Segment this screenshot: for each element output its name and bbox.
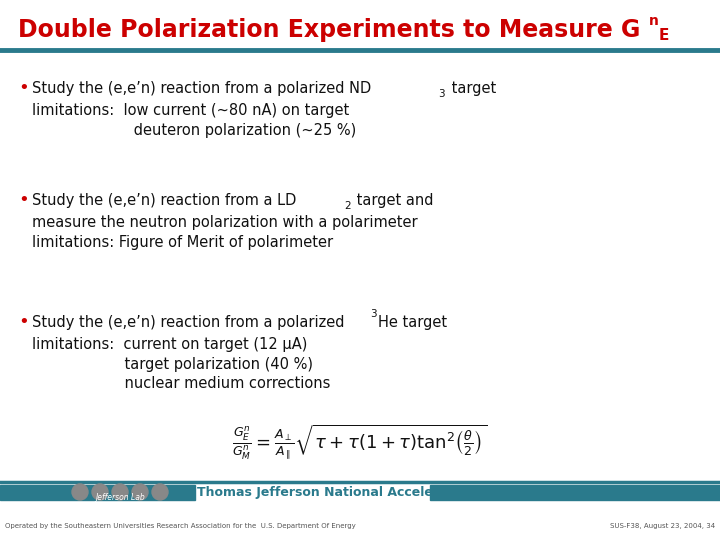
Text: 3: 3 xyxy=(438,89,445,99)
Text: 3: 3 xyxy=(370,309,377,319)
Text: •: • xyxy=(18,79,29,97)
Text: Operated by the Southeastern Universities Research Association for the  U.S. Dep: Operated by the Southeastern Universitie… xyxy=(5,523,356,529)
Bar xyxy=(430,485,720,500)
Text: target and: target and xyxy=(352,192,433,207)
Text: target: target xyxy=(447,80,496,96)
Text: limitations:  current on target (12 μA): limitations: current on target (12 μA) xyxy=(32,336,307,352)
Text: Jefferson Lab: Jefferson Lab xyxy=(95,494,145,503)
Text: limitations: Figure of Merit of polarimeter: limitations: Figure of Merit of polarime… xyxy=(32,234,333,249)
Circle shape xyxy=(112,484,128,500)
Text: Double Polarization Experiments to Measure G: Double Polarization Experiments to Measu… xyxy=(18,18,640,42)
Text: Thomas Jefferson National Accelerator Facility: Thomas Jefferson National Accelerator Fa… xyxy=(197,486,523,499)
Text: SUS-F38, August 23, 2004, 34: SUS-F38, August 23, 2004, 34 xyxy=(610,523,715,529)
Text: Study the (e,e’n) reaction from a LD: Study the (e,e’n) reaction from a LD xyxy=(32,192,297,207)
Text: He target: He target xyxy=(378,314,447,329)
Text: deuteron polarization (~25 %): deuteron polarization (~25 %) xyxy=(32,123,356,138)
Circle shape xyxy=(152,484,168,500)
Circle shape xyxy=(72,484,88,500)
Text: n: n xyxy=(649,14,659,28)
Circle shape xyxy=(132,484,148,500)
Circle shape xyxy=(92,484,108,500)
Text: •: • xyxy=(18,191,29,209)
Bar xyxy=(0,485,195,500)
Text: E: E xyxy=(659,29,670,44)
Text: Study the (e,e’n) reaction from a polarized ND: Study the (e,e’n) reaction from a polari… xyxy=(32,80,372,96)
Text: target polarization (40 %): target polarization (40 %) xyxy=(32,356,313,372)
Text: limitations:  low current (~80 nA) on target: limitations: low current (~80 nA) on tar… xyxy=(32,103,349,118)
Text: 2: 2 xyxy=(344,201,351,211)
Text: $\frac{G_E^n}{G_M^n} = \frac{A_\perp}{A_\parallel}\sqrt{\tau + \tau(1+\tau)\tan^: $\frac{G_E^n}{G_M^n} = \frac{A_\perp}{A_… xyxy=(233,422,487,462)
Text: Study the (e,e’n) reaction from a polarized: Study the (e,e’n) reaction from a polari… xyxy=(32,314,349,329)
Text: •: • xyxy=(18,313,29,331)
Text: nuclear medium corrections: nuclear medium corrections xyxy=(32,376,330,392)
Text: measure the neutron polarization with a polarimeter: measure the neutron polarization with a … xyxy=(32,214,418,230)
